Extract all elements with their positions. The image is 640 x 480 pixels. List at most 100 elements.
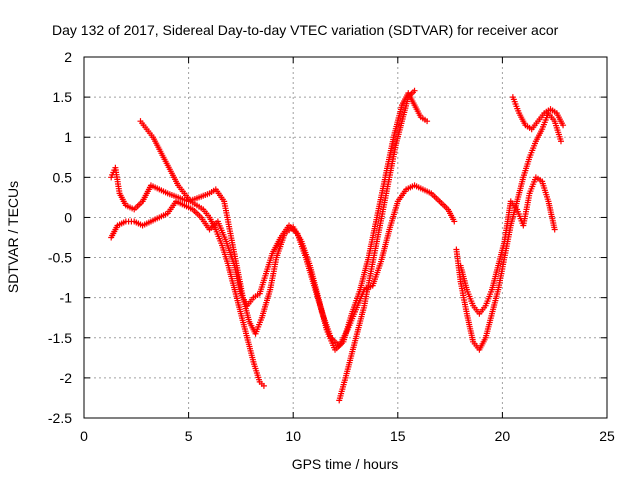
marker-trail: [343, 353, 355, 379]
marker-trail: [267, 256, 279, 291]
marker-trail: [368, 240, 380, 275]
marker-trail: [232, 264, 244, 295]
marker-trail: [517, 112, 528, 127]
marker-trail: [527, 140, 538, 158]
marker-trail: [353, 288, 367, 311]
marker-trail: [483, 288, 494, 307]
marker-trail: [483, 312, 495, 339]
marker-trail: [295, 232, 308, 259]
marker-trail: [166, 200, 178, 215]
marker-trail: [543, 107, 552, 115]
marker-trail: [150, 183, 161, 192]
marker-trail: [549, 107, 558, 115]
marker-trail: [213, 228, 225, 247]
marker-trail: [429, 192, 441, 203]
marker-trail: [183, 203, 194, 212]
x-axis-label: GPS time / hours: [292, 456, 399, 472]
marker-trail: [270, 236, 283, 255]
marker-trail: [232, 288, 244, 315]
y-tick-label: 0.5: [53, 169, 73, 185]
marker-trail: [133, 219, 144, 228]
marker-trail: [124, 203, 136, 212]
marker-trail: [510, 96, 522, 114]
y-tick-label: 0: [64, 209, 72, 225]
marker-trail: [221, 200, 233, 235]
marker-trail: [458, 280, 470, 315]
marker-trail: [527, 176, 538, 195]
marker-trail: [245, 296, 255, 307]
marker-trail: [163, 160, 174, 175]
x-tick-label: 5: [185, 428, 193, 444]
marker-trail: [501, 224, 514, 259]
marker-trail: [303, 256, 317, 287]
marker-trail: [145, 128, 155, 139]
marker-trail: [419, 115, 428, 123]
marker-trail: [520, 192, 533, 227]
tick-layer: 0 5 10 15 20 25 -2.5 -2 -1.5 -1 -0.5 0 0.5 1 1.5 2: [48, 49, 615, 444]
marker-trail: [219, 244, 231, 267]
chart-title: Day 132 of 2017, Sidereal Day-to-day VTE…: [52, 22, 559, 38]
marker-trail: [478, 304, 488, 315]
marker-trail: [495, 240, 507, 267]
x-tick-label: 10: [285, 428, 301, 444]
marker-trail: [530, 120, 540, 131]
marker-trail: [422, 187, 433, 196]
marker-trail: [238, 312, 250, 339]
data-layer: [108, 87, 567, 404]
marker-trail: [125, 218, 135, 225]
marker-trail: [374, 176, 388, 219]
data-point: [560, 122, 567, 129]
marker-trail: [177, 195, 190, 204]
marker-trail: [412, 104, 423, 119]
x-tick-label: 15: [390, 428, 406, 444]
y-tick-label: 2: [64, 49, 72, 65]
marker-trail: [253, 317, 264, 335]
marker-trail: [464, 312, 476, 343]
marker-trail: [547, 112, 557, 123]
marker-trail: [244, 337, 256, 363]
marker-trail: [158, 187, 169, 196]
marker-trail: [150, 215, 161, 224]
marker-trail: [215, 220, 229, 243]
marker-trail: [109, 224, 120, 239]
data-point: [451, 218, 458, 225]
marker-trail: [391, 104, 405, 139]
marker-trail: [279, 224, 291, 239]
marker-trail: [533, 128, 545, 143]
marker-trail: [198, 191, 211, 200]
y-tick-label: 1: [64, 129, 72, 145]
plot-frame: [83, 56, 608, 419]
marker-trail: [157, 148, 168, 163]
y-axis-label: SDTVAR / TECUs: [5, 181, 21, 293]
marker-trail: [337, 328, 350, 347]
marker-trail: [112, 167, 123, 194]
marker-trail: [166, 191, 179, 200]
y-tick-label: 1.5: [53, 89, 73, 105]
marker-trail: [183, 192, 193, 203]
marker-trail: [259, 288, 273, 319]
marker-trail: [471, 340, 481, 351]
marker-trail: [438, 200, 450, 211]
data-point: [424, 118, 431, 125]
marker-trail: [552, 120, 564, 142]
data-point: [260, 382, 267, 389]
marker-trail: [489, 288, 501, 315]
marker-trail: [535, 175, 544, 183]
marker-trail: [263, 252, 275, 275]
marker-trail: [207, 216, 218, 231]
marker-trail: [380, 176, 392, 211]
marker-trail: [208, 187, 217, 195]
marker-trail: [399, 96, 411, 122]
series-track-5: [453, 110, 564, 353]
marker-trail: [539, 180, 551, 203]
marker-trail: [374, 208, 386, 243]
marker-trail: [189, 199, 198, 208]
marker-trail: [536, 112, 546, 123]
y-tick-label: -2: [60, 370, 73, 386]
marker-trail: [386, 144, 399, 178]
marker-trail: [191, 208, 203, 219]
y-tick-label: -1: [60, 290, 73, 306]
marker-trail: [345, 308, 358, 331]
marker-trail: [413, 183, 424, 192]
